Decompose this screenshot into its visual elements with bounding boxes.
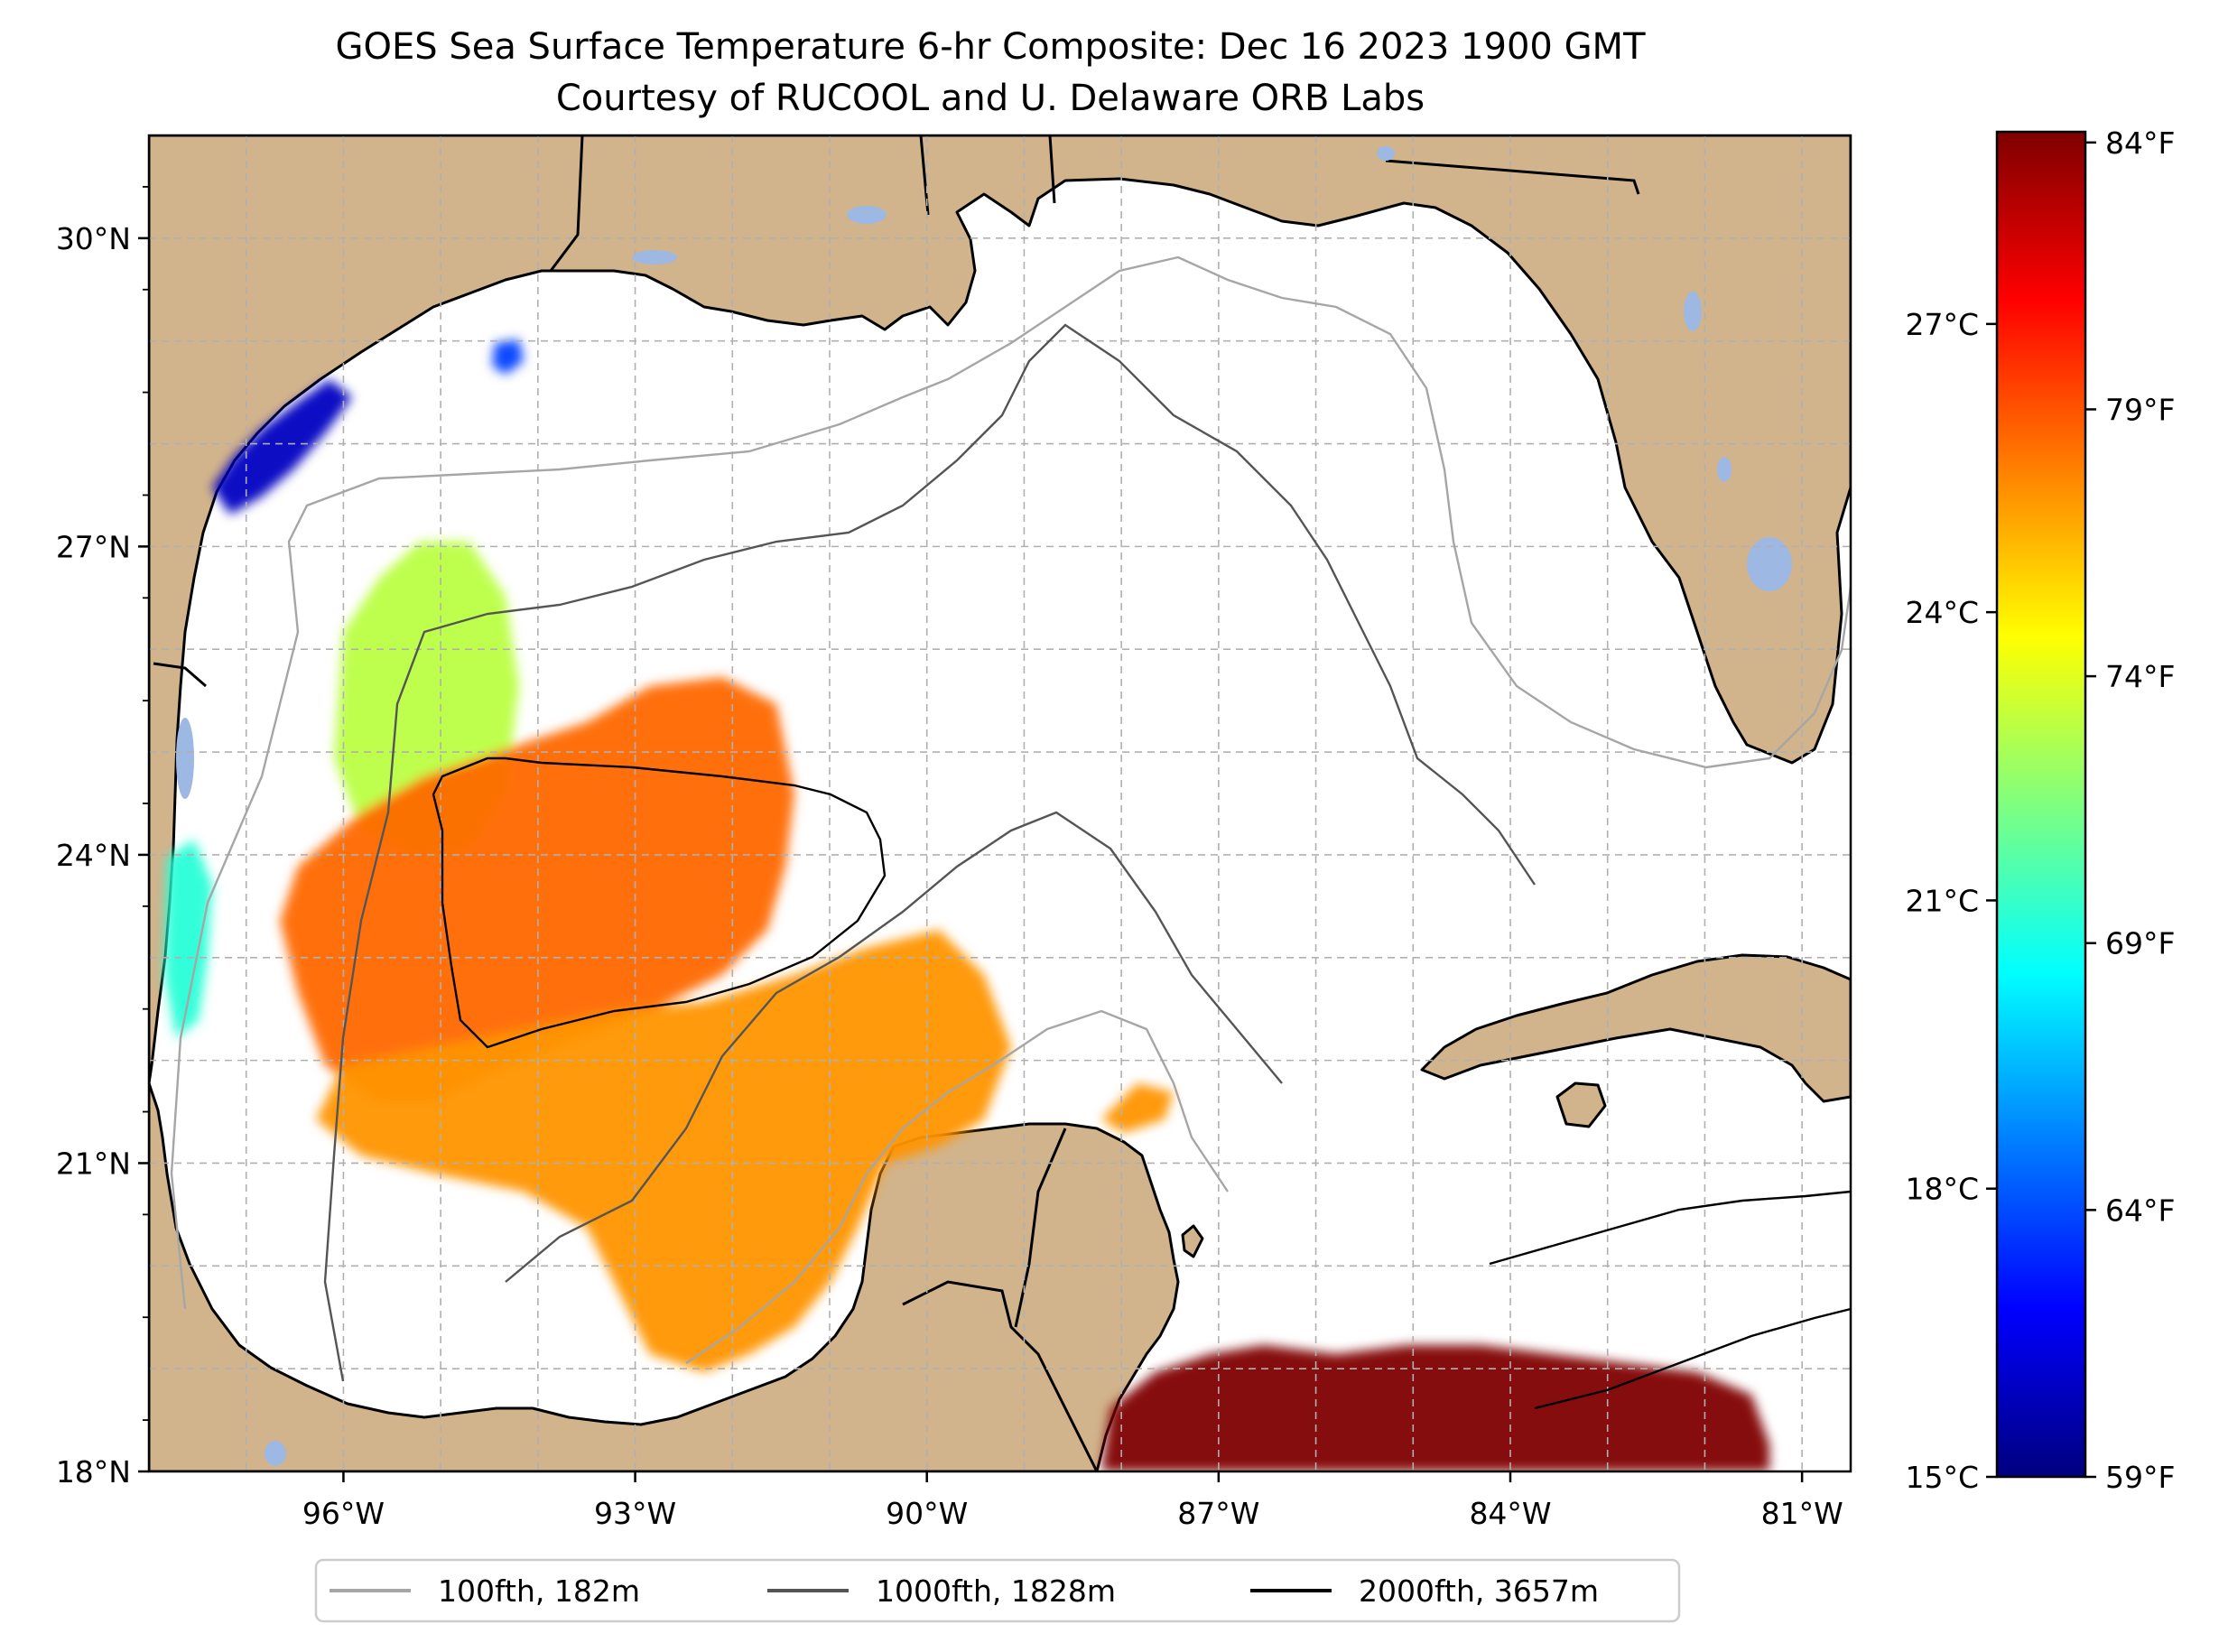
land-us-gulf-coast [149,135,1851,1085]
fahrenheit-tick-label: 64°F [2105,1193,2175,1228]
longitude-tick-labels: 96°W 93°W 90°W 87°W 84°W 81°W [302,1471,1843,1531]
land-isla-de-la-juventud [1555,1081,1607,1128]
lake-pontchartrain [847,206,887,224]
colorbar-fahrenheit-ticks: 84°F 79°F 74°F 69°F 64°F 59°F [2085,125,2175,1495]
sst-patch [164,840,212,1038]
land-mexico-yucatan [149,1081,1180,1471]
sst-patch [212,379,352,515]
map-title-line-1: GOES Sea Surface Temperature 6-hr Compos… [335,26,1646,68]
map-panel: 96°W 93°W 90°W 87°W 84°W 81°W 30°N 27°N 24°N 21°… [56,134,1852,1531]
map-title-line-2: Courtesy of RUCOOL and U. Delaware ORB L… [556,78,1425,119]
contour-1000fth [323,323,1536,1382]
contour-2000fth [432,756,887,1049]
land-cozumel [1181,1224,1204,1258]
celsius-tick-label: 21°C [1905,883,1979,918]
lat-tick-label: 24°N [56,838,131,873]
lon-tick-label: 81°W [1761,1496,1843,1531]
lon-tick-label: 87°W [1177,1496,1259,1531]
political-borders [153,135,1640,1471]
land-masses [149,135,1851,1471]
contour-100fth [170,255,1851,1310]
border-us-mexico [153,662,207,688]
colorbar-gradient [1995,130,2087,1479]
sst-patch [1101,1345,1769,1471]
celsius-tick-label: 24°C [1905,595,1979,630]
sst-patch [280,677,794,1101]
inland-lakes [176,146,1792,1466]
lake-alabama [1377,146,1395,161]
lake-florida-south [1717,457,1732,482]
lon-tick-label: 96°W [302,1496,385,1531]
bathymetry-contours [170,255,1851,1410]
bathymetry-legend: 100fth, 182m 1000fth, 1828m 2000fth, 3657m [314,1558,1681,1623]
lat-tick-label: 30°N [56,221,131,256]
land-cuba [1420,953,1851,1103]
legend-label: 100fth, 182m [438,1573,640,1609]
lat-tick-label: 21°N [56,1146,131,1181]
lat-tick-label: 18°N [56,1454,131,1490]
celsius-tick-label: 15°C [1905,1460,1979,1495]
border-campeche-yucatan [1014,1128,1067,1328]
fahrenheit-tick-label: 84°F [2105,125,2175,161]
sst-data [164,339,1769,1471]
latitude-tick-labels: 30°N 27°N 24°N 21°N 18°N [56,186,149,1490]
sst-patch [316,930,1011,1372]
lon-tick-label: 90°W [886,1496,968,1531]
sst-patch [492,339,524,375]
legend-box [314,1558,1681,1623]
lon-tick-label: 93°W [594,1496,676,1531]
legend-label: 1000fth, 1828m [876,1573,1116,1609]
lake-florida-central [1684,292,1702,331]
lake-texas-coast [176,718,194,799]
celsius-tick-label: 18°C [1905,1172,1979,1207]
border-mississippi-alabama [1048,135,1056,204]
lake-okeechobee [1747,537,1792,591]
border-texas-louisiana [549,135,584,272]
lake-louisiana [632,250,677,265]
colorbar-celsius-ticks: 27°C 24°C 21°C 18°C 15°C [1905,307,1997,1495]
celsius-tick-label: 27°C [1905,307,1979,342]
lake-mexico [265,1441,286,1466]
lat-tick-label: 27°N [56,529,131,564]
colorbar: 27°C 24°C 21°C 18°C 15°C 84°F 79°F 74°F 69°F 64°… [1905,125,2175,1495]
contour-2000fth-caribbean [1489,1190,1851,1266]
border-mexico-guatemala [902,1280,1099,1471]
contour-1000fth-campeche [505,811,1283,1283]
fahrenheit-tick-label: 79°F [2105,392,2175,427]
gridlines [149,135,1851,1471]
fahrenheit-tick-label: 74°F [2105,659,2175,694]
fahrenheit-tick-label: 59°F [2105,1460,2175,1495]
lon-tick-label: 84°W [1469,1496,1551,1531]
contour-2000fth-caribbean-south [1534,1307,1851,1410]
legend-label: 2000fth, 3657m [1359,1573,1599,1609]
sst-patch [1101,1083,1174,1133]
fahrenheit-tick-label: 69°F [2105,926,2175,961]
border-alabama-florida [1385,159,1640,195]
contour-100fth-yucatan [685,1009,1229,1364]
